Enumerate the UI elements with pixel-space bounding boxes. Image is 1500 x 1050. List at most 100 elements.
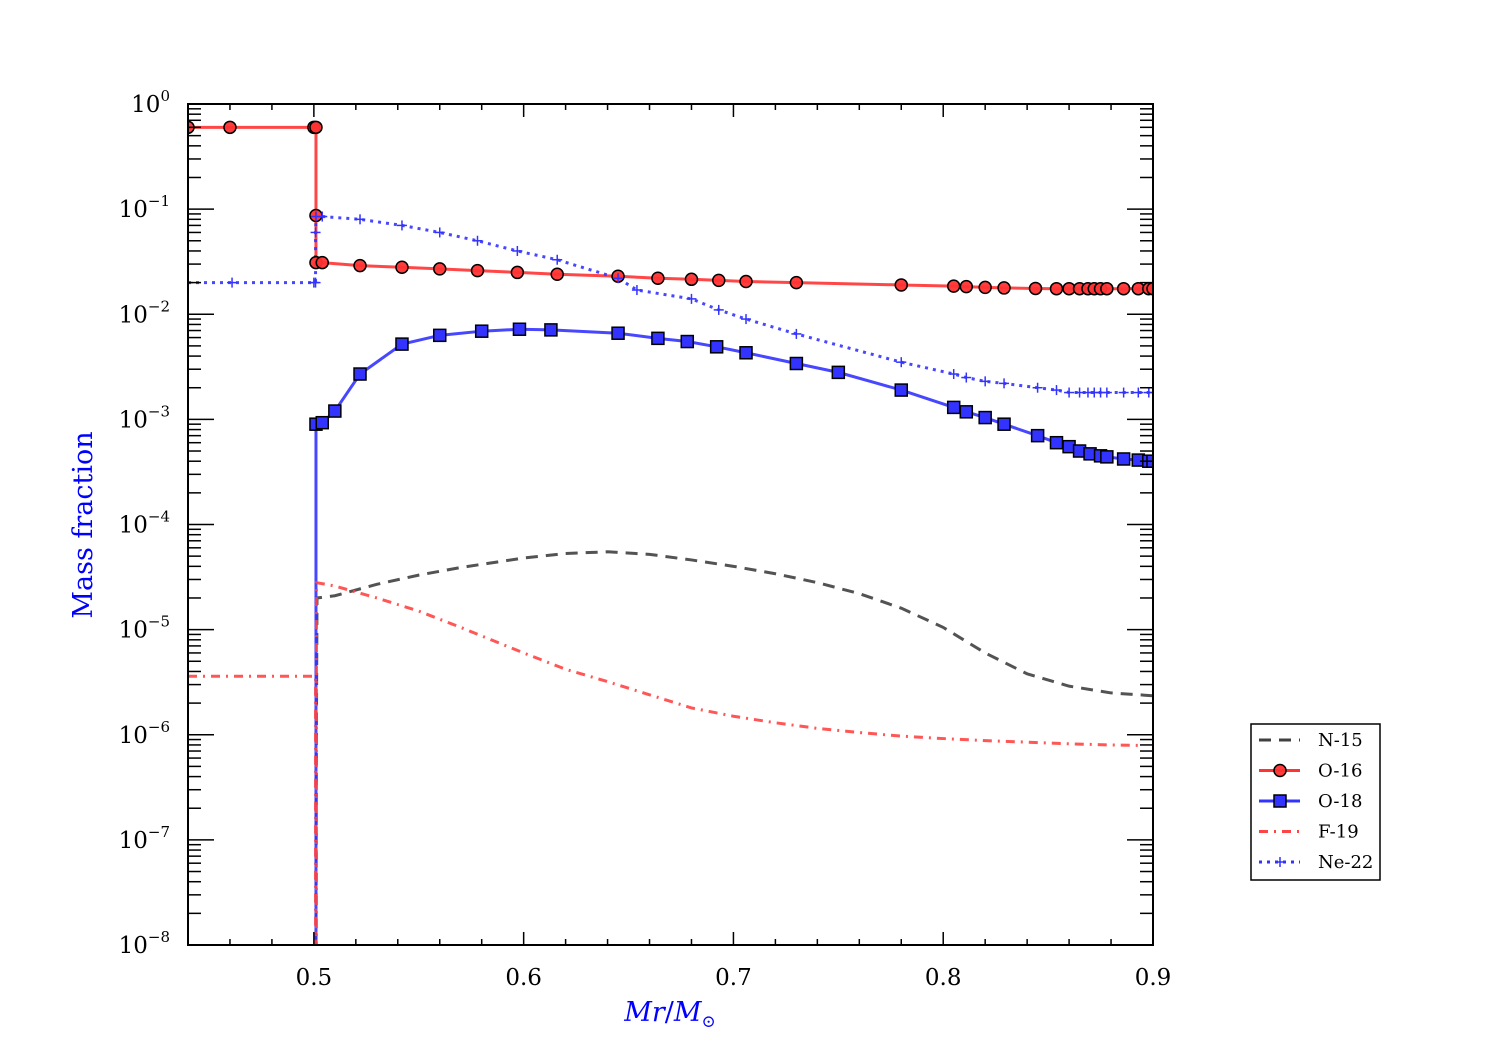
data-point-o-16 (550, 267, 564, 282)
x-axis-title: Mr/M⊙ (623, 997, 716, 1032)
legend-item-o-16: O-16 (1259, 761, 1362, 782)
data-point-o-16 (510, 265, 525, 280)
data-point-ne-22 (999, 378, 1010, 389)
y-axis-title: Mass fraction (68, 431, 99, 618)
data-point-o-18 (978, 410, 992, 425)
series-layer (188, 125, 1153, 945)
data-point-ne-22 (961, 372, 972, 383)
data-point-o-18 (353, 367, 367, 381)
data-point-ne-22 (552, 254, 563, 265)
x-tick-label: 0.8 (925, 965, 962, 991)
data-point-o-18 (709, 340, 724, 354)
data-point-o-16 (470, 263, 485, 278)
data-point-o-16 (1028, 281, 1043, 296)
data-point-o-16 (1100, 281, 1114, 296)
data-point-o-18 (959, 405, 974, 419)
data-point-o-16 (223, 120, 237, 135)
data-point-ne-22 (741, 314, 752, 325)
y-tick-label: 10−8 (119, 928, 170, 959)
y-tick-label: 10−5 (119, 613, 170, 644)
data-point-o-16 (997, 281, 1011, 295)
y-tick-label: 10−6 (119, 718, 170, 749)
data-point-o-18 (395, 337, 409, 351)
data-point-o-16 (309, 120, 323, 135)
data-point-ne-22 (1032, 382, 1043, 393)
data-point-o-16 (978, 280, 992, 295)
y-tick-label: 10−1 (119, 192, 170, 223)
data-point-o-18 (611, 326, 625, 340)
legend-item-ne-22: Ne-22 (1259, 852, 1373, 873)
y-tick-label: 10−2 (119, 297, 170, 328)
data-point-o-16 (946, 279, 961, 293)
data-point-o-18 (1100, 450, 1114, 464)
series-line-ne-22 (188, 215, 1153, 395)
data-point-ne-22 (310, 277, 321, 288)
data-point-ne-22 (434, 227, 445, 238)
data-point-o-18 (1049, 435, 1064, 450)
data-point-ne-22 (1051, 385, 1062, 396)
legend-label: Ne-22 (1318, 852, 1373, 873)
data-point-o-18 (680, 334, 695, 349)
legend-label: N-15 (1318, 730, 1363, 751)
x-ticks: 0.5 0.6 0.7 0.8 0.9 (187, 104, 1172, 991)
legend-item-o-18: O-18 (1259, 791, 1362, 812)
data-point-o-18 (651, 331, 665, 346)
legend-marker (1275, 857, 1285, 867)
legend-label: F-19 (1318, 822, 1359, 843)
legend-label: O-18 (1318, 791, 1362, 812)
data-point-ne-22 (396, 220, 407, 231)
x-tick-label: 0.7 (715, 965, 752, 991)
markers-layer (188, 120, 1153, 468)
data-point-o-16 (894, 278, 909, 292)
data-point-ne-22 (980, 376, 991, 387)
y-ticks: 100 10−1 10−2 10−3 10−4 10−5 10−6 10−7 10−8 (119, 87, 1153, 959)
data-point-o-16 (1049, 281, 1064, 296)
data-point-ne-22 (227, 277, 238, 288)
data-point-o-16 (651, 271, 665, 286)
data-point-o-18 (544, 323, 558, 337)
series-line-o-18 (314, 327, 1153, 945)
data-point-o-18 (328, 404, 342, 418)
data-point-o-16 (432, 262, 447, 276)
data-point-o-16 (712, 273, 726, 288)
data-point-o-18 (1116, 452, 1131, 466)
data-point-o-16 (353, 258, 367, 273)
data-point-o-18 (739, 346, 753, 360)
data-point-ne-22 (310, 227, 321, 238)
y-tick-label: 10−4 (119, 508, 170, 539)
series-line-f-19 (188, 580, 1143, 945)
data-point-ne-22 (472, 235, 483, 246)
data-point-ne-22 (613, 273, 624, 284)
data-point-ne-22 (948, 369, 959, 380)
data-point-o-16 (395, 260, 409, 274)
data-point-o-18 (789, 356, 804, 371)
data-point-ne-22 (1133, 387, 1144, 398)
data-point-ne-22 (355, 214, 366, 225)
data-point-o-18 (432, 328, 447, 343)
data-point-ne-22 (686, 293, 697, 304)
data-point-o-16 (1146, 281, 1153, 296)
y-tick-label: 100 (131, 87, 170, 118)
legend-marker (1273, 763, 1287, 778)
data-point-ne-22 (631, 285, 642, 296)
data-point-o-16 (789, 275, 804, 290)
data-point-o-16 (684, 272, 699, 287)
data-point-ne-22 (1148, 387, 1153, 398)
data-point-ne-22 (1074, 387, 1085, 398)
plot-frame (187, 103, 1154, 946)
data-point-o-16 (959, 279, 974, 294)
data-point-o-18 (512, 322, 527, 336)
x-tick-label: 0.9 (1135, 965, 1172, 991)
data-point-ne-22 (896, 357, 907, 368)
data-point-ne-22 (512, 245, 523, 256)
legend-item-n-15: N-15 (1259, 730, 1363, 751)
data-point-o-18 (997, 417, 1011, 431)
legend-label: O-16 (1318, 761, 1362, 782)
x-tick-label: 0.6 (505, 965, 542, 991)
x-tick-label: 0.5 (296, 965, 333, 991)
y-tick-label: 10−3 (119, 402, 170, 433)
data-point-o-18 (946, 400, 961, 415)
data-point-ne-22 (1118, 387, 1129, 398)
data-point-o-16 (315, 255, 330, 270)
